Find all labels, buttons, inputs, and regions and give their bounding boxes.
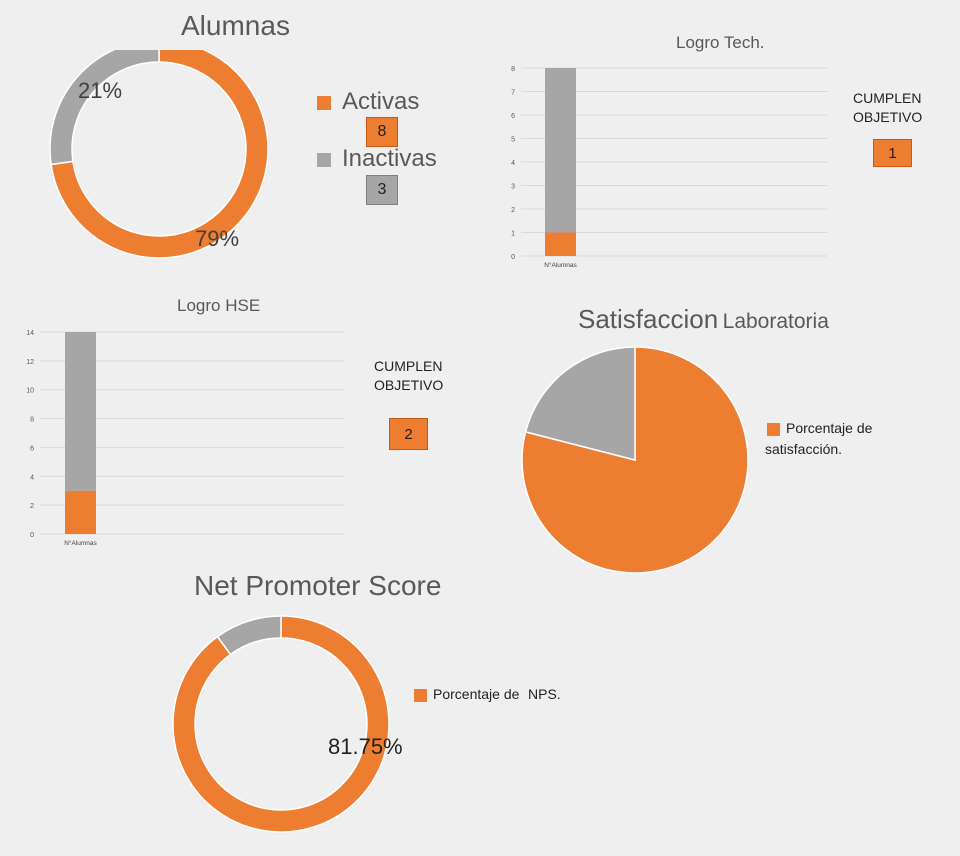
- hse-cumplen-value-box: 2: [389, 418, 428, 450]
- inactivas-count-box: 3: [366, 175, 398, 205]
- legend-satisfaccion-line1: Porcentaje de: [786, 420, 873, 436]
- nps-orange-slice: [172, 615, 390, 833]
- hse-cumplen-label: CUMPLEN OBJETIVO: [374, 357, 454, 395]
- satisfaccion-orange-slice: [521, 346, 749, 574]
- tech-cumplen-text: CUMPLEN OBJETIVO: [853, 90, 923, 125]
- alumnas-activas-slice: [50, 50, 269, 259]
- hse-ytick-label: 4: [30, 474, 34, 481]
- logro-tech-bar-chart: 0 1 2 3 4 5 6 7 8 N°Alumnas: [511, 66, 827, 269]
- hse-ytick-label: 0: [30, 532, 34, 539]
- hse-category-label: N°Alumnas: [64, 539, 97, 547]
- tech-cumplen-label: CUMPLEN OBJETIVO: [853, 89, 933, 127]
- hse-ytick-label: 10: [26, 388, 34, 395]
- hse-ytick-label: 6: [30, 445, 34, 452]
- hse-ytick-label: 8: [30, 417, 34, 424]
- legend-inactivas-label: Inactivas: [342, 145, 437, 172]
- hse-bar-segment-0: [65, 490, 96, 534]
- nps-donut-chart: [172, 615, 390, 833]
- alumnas-active-percent-label: 79%: [195, 226, 239, 251]
- activas-count-box: 8: [366, 117, 398, 147]
- tech-cumplen-value-box: 1: [873, 139, 912, 167]
- alumnas-inactive-percent-label: 21%: [78, 78, 122, 103]
- tech-ytick-label: 8: [511, 66, 515, 73]
- legend-satisfaccion-line2: satisfacción.: [765, 441, 843, 457]
- nps-gray-slice: [216, 615, 282, 656]
- hse-ytick-label: 12: [26, 359, 34, 366]
- tech-ytick-label: 1: [511, 231, 515, 238]
- logro-tech-title: Logro Tech.: [676, 33, 765, 52]
- logro-hse-title: Logro HSE: [177, 296, 261, 315]
- alumnas-inactivas-slice: [49, 50, 160, 166]
- legend-activas-label: Activas: [342, 88, 420, 115]
- hse-cumplen-text: CUMPLEN OBJETIVO: [374, 358, 444, 393]
- tech-bar-segment-0: [545, 232, 576, 256]
- satisfaccion-gray-slice: [524, 346, 636, 461]
- satisfaccion-title-main: Satisfaccion: [578, 304, 719, 334]
- hse-ytick-label: 2: [30, 503, 34, 510]
- tech-ytick-label: 2: [511, 207, 515, 214]
- alumnas-title: Alumnas: [181, 10, 290, 41]
- legend-inactivas-swatch: [317, 153, 331, 167]
- legend-nps-swatch: [414, 689, 427, 702]
- hse-ytick-label: 14: [26, 330, 34, 337]
- satisfaccion-pie-chart: [521, 346, 749, 574]
- tech-ytick-label: 4: [511, 160, 515, 167]
- alumnas-donut-chart: 21% 79%: [49, 50, 269, 259]
- satisfaccion-title: Satisfaccion Laboratoria: [578, 304, 829, 335]
- tech-ytick-label: 7: [511, 90, 515, 97]
- tech-ytick-label: 0: [511, 254, 515, 261]
- nps-title: Net Promoter Score: [194, 570, 442, 601]
- tech-category-label: N°Alumnas: [544, 261, 577, 269]
- legend-activas-swatch: [317, 96, 331, 110]
- logro-hse-bar-chart: 0 2 4 6 8 10 12 14 N°Alumnas: [26, 330, 344, 547]
- satisfaccion-title-sub: Laboratoria: [722, 310, 829, 333]
- tech-ytick-label: 5: [511, 137, 515, 144]
- tech-ytick-label: 6: [511, 113, 515, 120]
- nps-center-label: 81.75%: [328, 734, 403, 759]
- legend-nps-line2: NPS.: [528, 686, 561, 702]
- legend-satisfaccion-swatch: [767, 423, 780, 436]
- tech-bar-segment-1: [545, 68, 576, 233]
- hse-bar-segment-1: [65, 332, 96, 491]
- legend-nps-line1: Porcentaje de: [433, 686, 520, 702]
- tech-ytick-label: 3: [511, 184, 515, 191]
